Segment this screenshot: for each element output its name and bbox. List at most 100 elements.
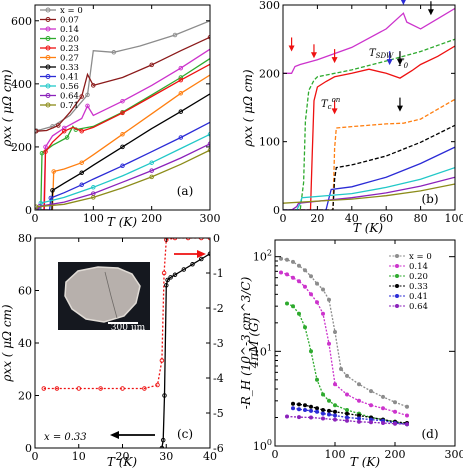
- panel-a-xtick-label: 0: [32, 212, 39, 225]
- panel-c-series-rho-point: [159, 445, 165, 448]
- panel-d-series-5-point: [333, 417, 337, 422]
- panel-a-series-7-point: [48, 195, 54, 201]
- panel-c-xtick-label: 0: [32, 450, 39, 463]
- panel-a-legend-label: 0.64: [60, 92, 79, 102]
- panel-a-series-10: [36, 149, 210, 208]
- panel-a-series-5-point: [79, 160, 84, 165]
- panel-a-legend-marker: [45, 102, 51, 108]
- panel-c-series-rho-point: [162, 393, 167, 398]
- panel-a-series-0-point: [172, 32, 178, 38]
- panel-b-xtick-label: 40: [345, 212, 359, 225]
- panel-d-series-4-point: [357, 416, 361, 421]
- annotation-t-c-on-sub: c: [328, 103, 332, 111]
- panel-c-ticks: 0 10 20 30 40 0 20 40 60 80 0 -1 -2 -3 -4 -5 -6: [18, 232, 224, 463]
- panel-c-ytick-label: 60: [18, 285, 32, 298]
- panel-d-series-1-point: [279, 270, 283, 275]
- panel-d-series-1-point: [333, 382, 337, 387]
- annotation-t-c-on: Tcon: [321, 96, 341, 111]
- panel-d-series-5-point: [381, 421, 385, 425]
- panel-d-legend-label: 0.41: [409, 292, 428, 302]
- panel-d-series-5-point: [345, 418, 349, 423]
- panel-d-series-2-point: [309, 349, 313, 354]
- panel-d-legend-label: x = 0: [409, 252, 432, 262]
- panel-a-series-1-point: [56, 123, 61, 128]
- panel-a-series-1: [36, 36, 210, 132]
- panel-a-legend-marker: [45, 7, 51, 13]
- panel-d-legend-label: 0.14: [409, 262, 428, 272]
- panel-c-series-rho-point: [172, 272, 178, 278]
- panel-c-ytick-label: 40: [18, 337, 32, 350]
- panel-b-arrows: [288, 0, 434, 115]
- panel-d-ytick-label: 100: [253, 438, 272, 453]
- panel-a-legend-label: 0.23: [60, 44, 79, 54]
- panel-a-legend-marker: [45, 17, 51, 22]
- panel-c-ylabel: ρxx ( μΩ cm): [0, 304, 14, 383]
- panel-c-y2tick-label: -6: [213, 442, 224, 455]
- panel-c-series-rho-point: [165, 277, 170, 283]
- panel-d-series-2-point: [285, 301, 289, 306]
- sample-photo-scalebar: [108, 322, 138, 324]
- panel-a-ticks: 0 100 200 300 0 200 400 600: [11, 5, 221, 225]
- panel-c-series-magnetization-point: [172, 238, 178, 241]
- panel-a-series-4-point: [61, 128, 67, 134]
- panel-b-arrow-head: [396, 59, 403, 66]
- panel-a-series-7-point: [178, 135, 184, 140]
- panel-b-series-1: [283, 38, 455, 210]
- panel-d-series-0-point: [381, 394, 385, 399]
- panel-d-ytick-label: 102: [253, 249, 272, 264]
- panel-a-series-2-point: [178, 65, 184, 71]
- panel-a-legend-marker: [45, 45, 51, 51]
- panel-d-series-2-point: [345, 408, 349, 412]
- panel-d-series-4-point: [321, 411, 325, 416]
- panel-c-ytick-label: 20: [18, 390, 32, 403]
- panel-a-series-4-point: [43, 149, 48, 154]
- panel-a-legend-marker: [45, 64, 51, 70]
- panel-a-legend-label: 0.20: [60, 35, 79, 45]
- panel-a-ytick-label: 200: [11, 141, 32, 154]
- panel-d-series-1-point: [345, 392, 349, 397]
- panel-c-series-magnetization-point: [54, 386, 60, 391]
- panel-d-series-4: [292, 407, 408, 425]
- panel-a-series-3-point: [178, 75, 184, 80]
- panel-d-series-0-point: [285, 257, 289, 262]
- panel-c: 0 10 20 30 40 0 20 40 60 80 0 -1 -2 -3 -4 -5 -6 300 μm x…: [0, 232, 261, 469]
- panel-c-series-rho-point: [199, 256, 204, 262]
- panel-a-series-10-point: [35, 204, 39, 210]
- panel-d-series-4-point: [291, 406, 295, 411]
- panel-c-series-magnetization-point: [41, 386, 47, 391]
- panel-a-series-1-point: [79, 94, 84, 99]
- panel-a-series-5-point: [178, 91, 184, 96]
- panel-d-series-0-point: [303, 268, 307, 273]
- panel-b-xtick-label: 80: [414, 212, 428, 225]
- arrow-right-magnetization-head: [197, 250, 206, 258]
- panel-d-legend: x = 00.140.200.330.410.64: [389, 252, 432, 312]
- panel-c-y2tick-label: -2: [213, 302, 224, 315]
- panel-d-xtick-label: 300: [445, 448, 463, 461]
- panel-b-series-8: [283, 183, 455, 204]
- panel-b-series-6: [283, 166, 455, 210]
- panel-d-legend-label: 0.20: [409, 272, 428, 282]
- panel-c-series-rho-point: [190, 262, 195, 267]
- panel-a-series-1-point: [35, 128, 39, 134]
- panel-b-series-0: [283, 7, 455, 74]
- panel-d-series-1-point: [315, 300, 319, 305]
- panel-d-series: [279, 256, 409, 427]
- panel-a-series-8-point: [149, 160, 154, 165]
- panel-d-legend-label: 0.64: [409, 302, 428, 312]
- panel-b-ytick-label: 100: [259, 136, 280, 149]
- sample-photo-crack: [104, 271, 118, 319]
- panel-d-xlabel: T (K): [350, 455, 380, 469]
- panel-a-series-4-point: [79, 128, 84, 134]
- panel-c-sample-label: x = 0.33: [44, 432, 87, 443]
- panel-a-series-5-point: [120, 132, 125, 137]
- annotation-t-0-sub: 0: [404, 62, 409, 70]
- panel-d-series-5-point: [393, 421, 397, 426]
- panel-c-y2label: 4πM (G): [247, 317, 261, 369]
- panel-d-series-4-point: [345, 415, 349, 420]
- panel-d-series-3-point: [333, 409, 337, 414]
- panel-b-arrow-head: [310, 52, 317, 59]
- panel-d-series-1-point: [285, 272, 289, 277]
- panel-d-series-2-point: [297, 311, 301, 316]
- panel-c-letter: (c): [177, 427, 193, 441]
